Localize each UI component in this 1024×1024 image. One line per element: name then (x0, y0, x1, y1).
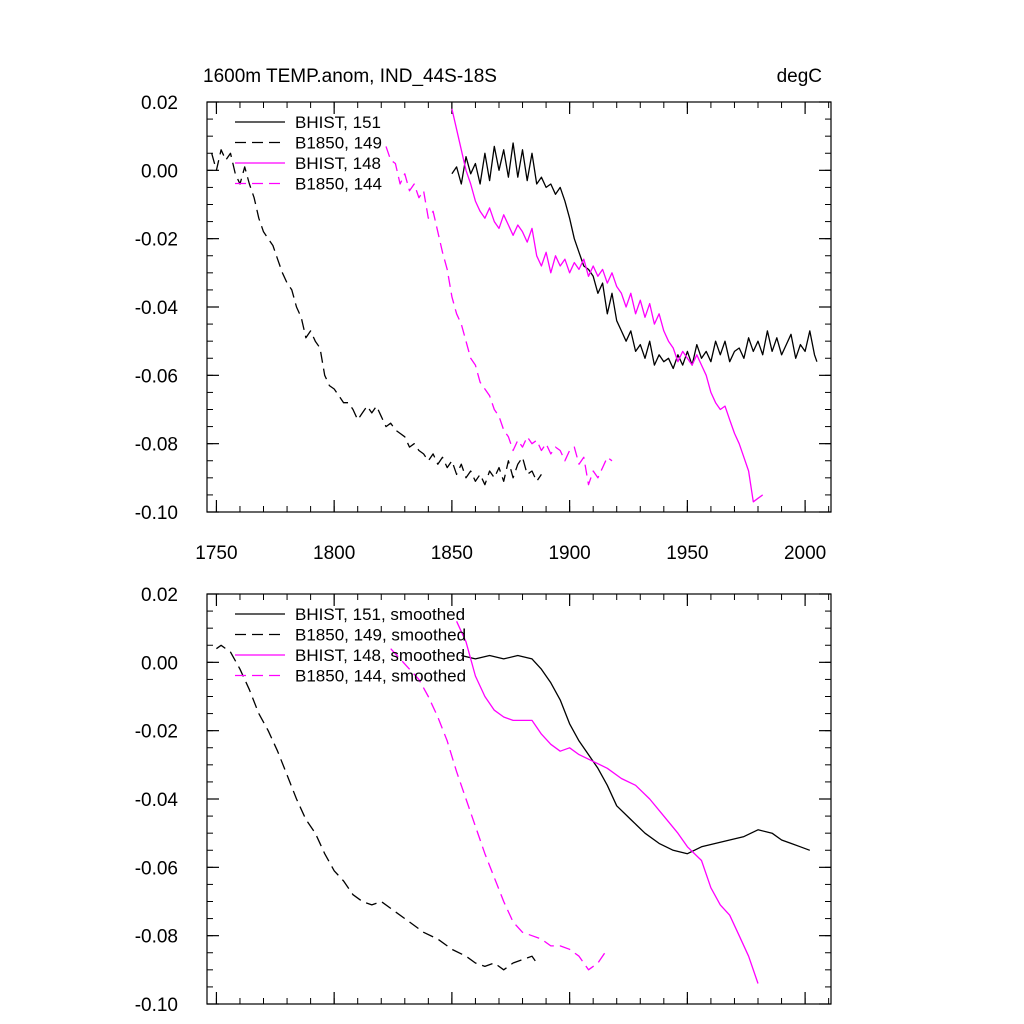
top-panel: 1600m TEMP.anom, IND_44S-18S degC 0.02 0.… (135, 66, 832, 564)
chart-title: 1600m TEMP.anom, IND_44S-18S (203, 66, 497, 87)
series-line-1 (451, 142, 818, 370)
series-line-3 (451, 108, 764, 503)
x-tick-label: 1800 (313, 543, 355, 564)
y-tick-label: -0.02 (135, 230, 178, 251)
plot-frame (206, 593, 832, 1005)
y-tick-label: -0.06 (135, 366, 178, 387)
y-tick-label: -0.10 (135, 503, 178, 524)
y-tick-label: -0.04 (135, 298, 179, 319)
series-line-4 (390, 648, 606, 971)
bottom-panel: 0.02 0.00 -0.02 -0.04 -0.06 -0.08 -0.10 BHIST,… (135, 585, 832, 1016)
y-tick-label: -0.08 (135, 435, 178, 456)
legend-label: BHIST, 148, smoothed (295, 646, 465, 665)
units-label: degC (777, 66, 822, 87)
y-tick-label: 0.02 (141, 93, 178, 114)
x-tick-label: 2000 (784, 543, 826, 564)
y-tick-label: 0.00 (141, 161, 178, 182)
y-tick-label: -0.02 (135, 722, 178, 743)
legend-label: BHIST, 151, smoothed (295, 605, 465, 624)
series-line-2 (216, 644, 538, 971)
legend-label: B1850, 144 (295, 175, 382, 194)
x-tick-label: 1750 (195, 543, 237, 564)
legend-label: B1850, 149 (295, 134, 382, 153)
series-line-4 (385, 146, 613, 486)
legend: BHIST, 151, smoothed B1850, 149, smoothed… (235, 605, 466, 686)
x-tick-label: 1850 (431, 543, 473, 564)
y-tick-label: 0.00 (141, 653, 178, 674)
plot-frame (206, 101, 832, 513)
legend-label: BHIST, 148 (295, 154, 381, 173)
y-tick-label: -0.10 (135, 995, 178, 1016)
y-tick-label: -0.06 (135, 858, 178, 879)
x-tick-label: 1900 (548, 543, 590, 564)
y-tick-label: -0.04 (135, 790, 179, 811)
series-line-1 (461, 654, 811, 855)
series-line-3 (456, 621, 759, 984)
y-tick-label: 0.02 (141, 585, 178, 606)
legend-label: BHIST, 151 (295, 113, 381, 132)
y-tick-label: -0.08 (135, 927, 178, 948)
x-tick-label: 1950 (666, 543, 708, 564)
legend-label: B1850, 149, smoothed (295, 626, 466, 645)
series-line-2 (211, 149, 542, 486)
legend-label: B1850, 144, smoothed (295, 667, 466, 686)
